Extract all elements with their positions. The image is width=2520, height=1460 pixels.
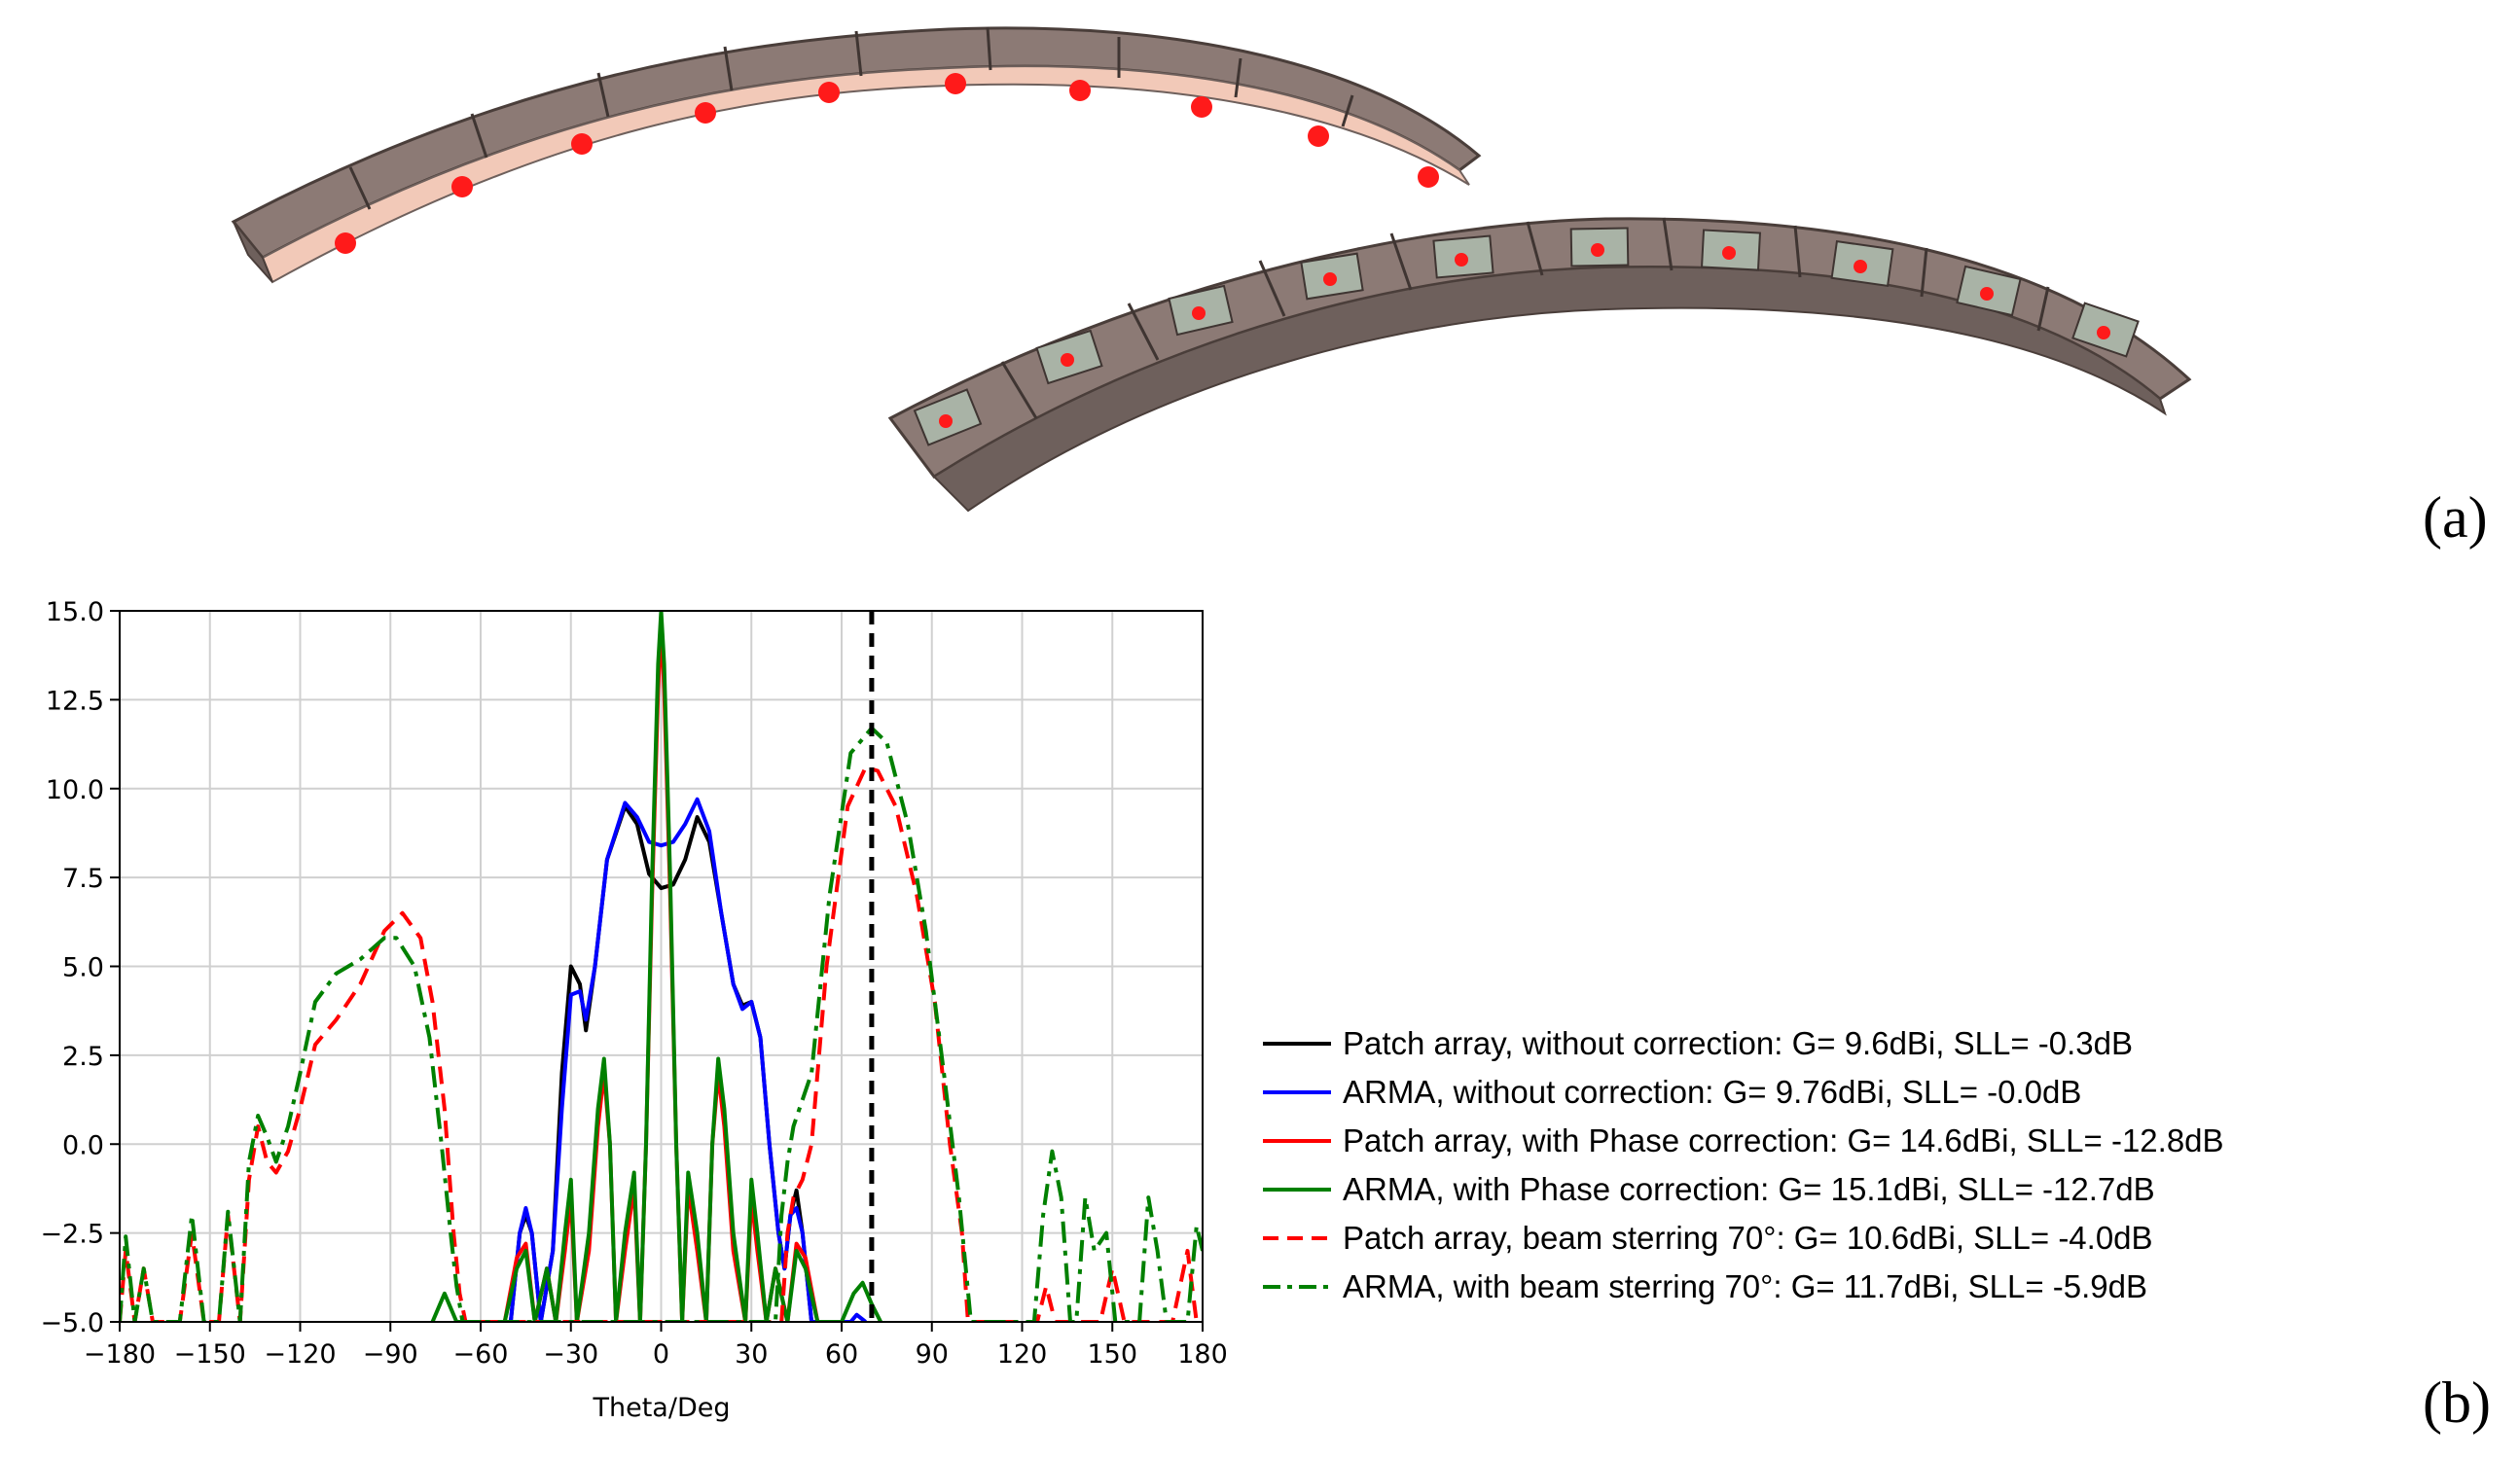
x-tick-label: 90 bbox=[916, 1339, 949, 1370]
legend-entry-4: Patch array, beam sterring 70°: G= 10.6d… bbox=[1343, 1220, 2153, 1256]
x-tick-label: −180 bbox=[84, 1339, 156, 1370]
series-line-4 bbox=[120, 765, 1199, 1322]
x-axis-ticks: −180 −150 −120 −90 −60 −30 0 30 60 90 120 150 180 bbox=[84, 1322, 1228, 1370]
panel-label-a: (a) bbox=[2423, 485, 2488, 550]
legend-entry-1: ARMA, without correction: G= 9.76dBi, SL… bbox=[1343, 1074, 2081, 1110]
x-tick-label: −90 bbox=[363, 1339, 418, 1370]
x-tick-label: 120 bbox=[997, 1339, 1048, 1370]
legend-entry-3: ARMA, with Phase correction: G= 15.1dBi,… bbox=[1343, 1171, 2155, 1207]
patch-array-side-face bbox=[932, 266, 2167, 513]
x-tick-label: −120 bbox=[264, 1339, 336, 1370]
x-tick-label: −60 bbox=[453, 1339, 509, 1370]
x-tick-label: 150 bbox=[1087, 1339, 1137, 1370]
y-tick-label: 15.0 bbox=[46, 597, 104, 627]
arma-feed-points bbox=[335, 73, 1439, 254]
y-tick-label: 12.5 bbox=[46, 686, 104, 716]
legend-entry-2: Patch array, with Phase correction: G= 1… bbox=[1343, 1122, 2224, 1158]
arma-array-top-face bbox=[231, 26, 1482, 260]
x-tick-label: −150 bbox=[174, 1339, 246, 1370]
y-tick-label: 5.0 bbox=[62, 953, 104, 983]
x-tick-label: 30 bbox=[735, 1339, 768, 1370]
y-tick-label: 7.5 bbox=[62, 864, 104, 894]
x-axis-title: Theta/Deg bbox=[593, 1393, 731, 1423]
plot-frame bbox=[119, 610, 1204, 1323]
patch-array-model bbox=[887, 217, 2192, 513]
y-tick-label: 2.5 bbox=[62, 1042, 104, 1072]
antenna-array-illustration bbox=[231, 26, 2192, 513]
patch-feed-points bbox=[939, 243, 2110, 428]
y-tick-label: 10.0 bbox=[46, 775, 104, 805]
chart-series bbox=[120, 611, 1203, 1322]
arma-array-side-face bbox=[233, 221, 273, 283]
chart-legend: Patch array, without correction: G= 9.6d… bbox=[1263, 1025, 2224, 1304]
y-tick-label: 0.0 bbox=[62, 1130, 104, 1160]
y-tick-label: −2.5 bbox=[40, 1220, 104, 1250]
arma-cell-dividers bbox=[348, 26, 1354, 210]
y-axis-ticks: −5.0 −2.5 0.0 2.5 5.0 7.5 10.0 12.5 15.0 bbox=[40, 597, 120, 1338]
patch-cell-dividers bbox=[1000, 217, 2050, 419]
arma-array-substrate bbox=[261, 65, 1470, 284]
chart-grid bbox=[119, 610, 1204, 1323]
x-tick-label: 0 bbox=[653, 1339, 669, 1370]
y-tick-label: −5.0 bbox=[40, 1308, 104, 1338]
legend-entry-0: Patch array, without correction: G= 9.6d… bbox=[1343, 1025, 2133, 1061]
x-tick-label: 180 bbox=[1177, 1339, 1228, 1370]
x-tick-label: −30 bbox=[543, 1339, 598, 1370]
series-line-5 bbox=[120, 726, 1203, 1322]
series-line-3 bbox=[430, 611, 882, 1322]
radiation-pattern-chart: −5.0 −2.5 0.0 2.5 5.0 7.5 10.0 12.5 15.0 −180 −15… bbox=[40, 597, 1227, 1423]
x-tick-label: 60 bbox=[825, 1339, 858, 1370]
arma-array-model bbox=[231, 26, 1482, 284]
legend-entry-5: ARMA, with beam sterring 70°: G= 11.7dBi… bbox=[1343, 1268, 2147, 1304]
panel-label-b: (b) bbox=[2423, 1371, 2491, 1435]
